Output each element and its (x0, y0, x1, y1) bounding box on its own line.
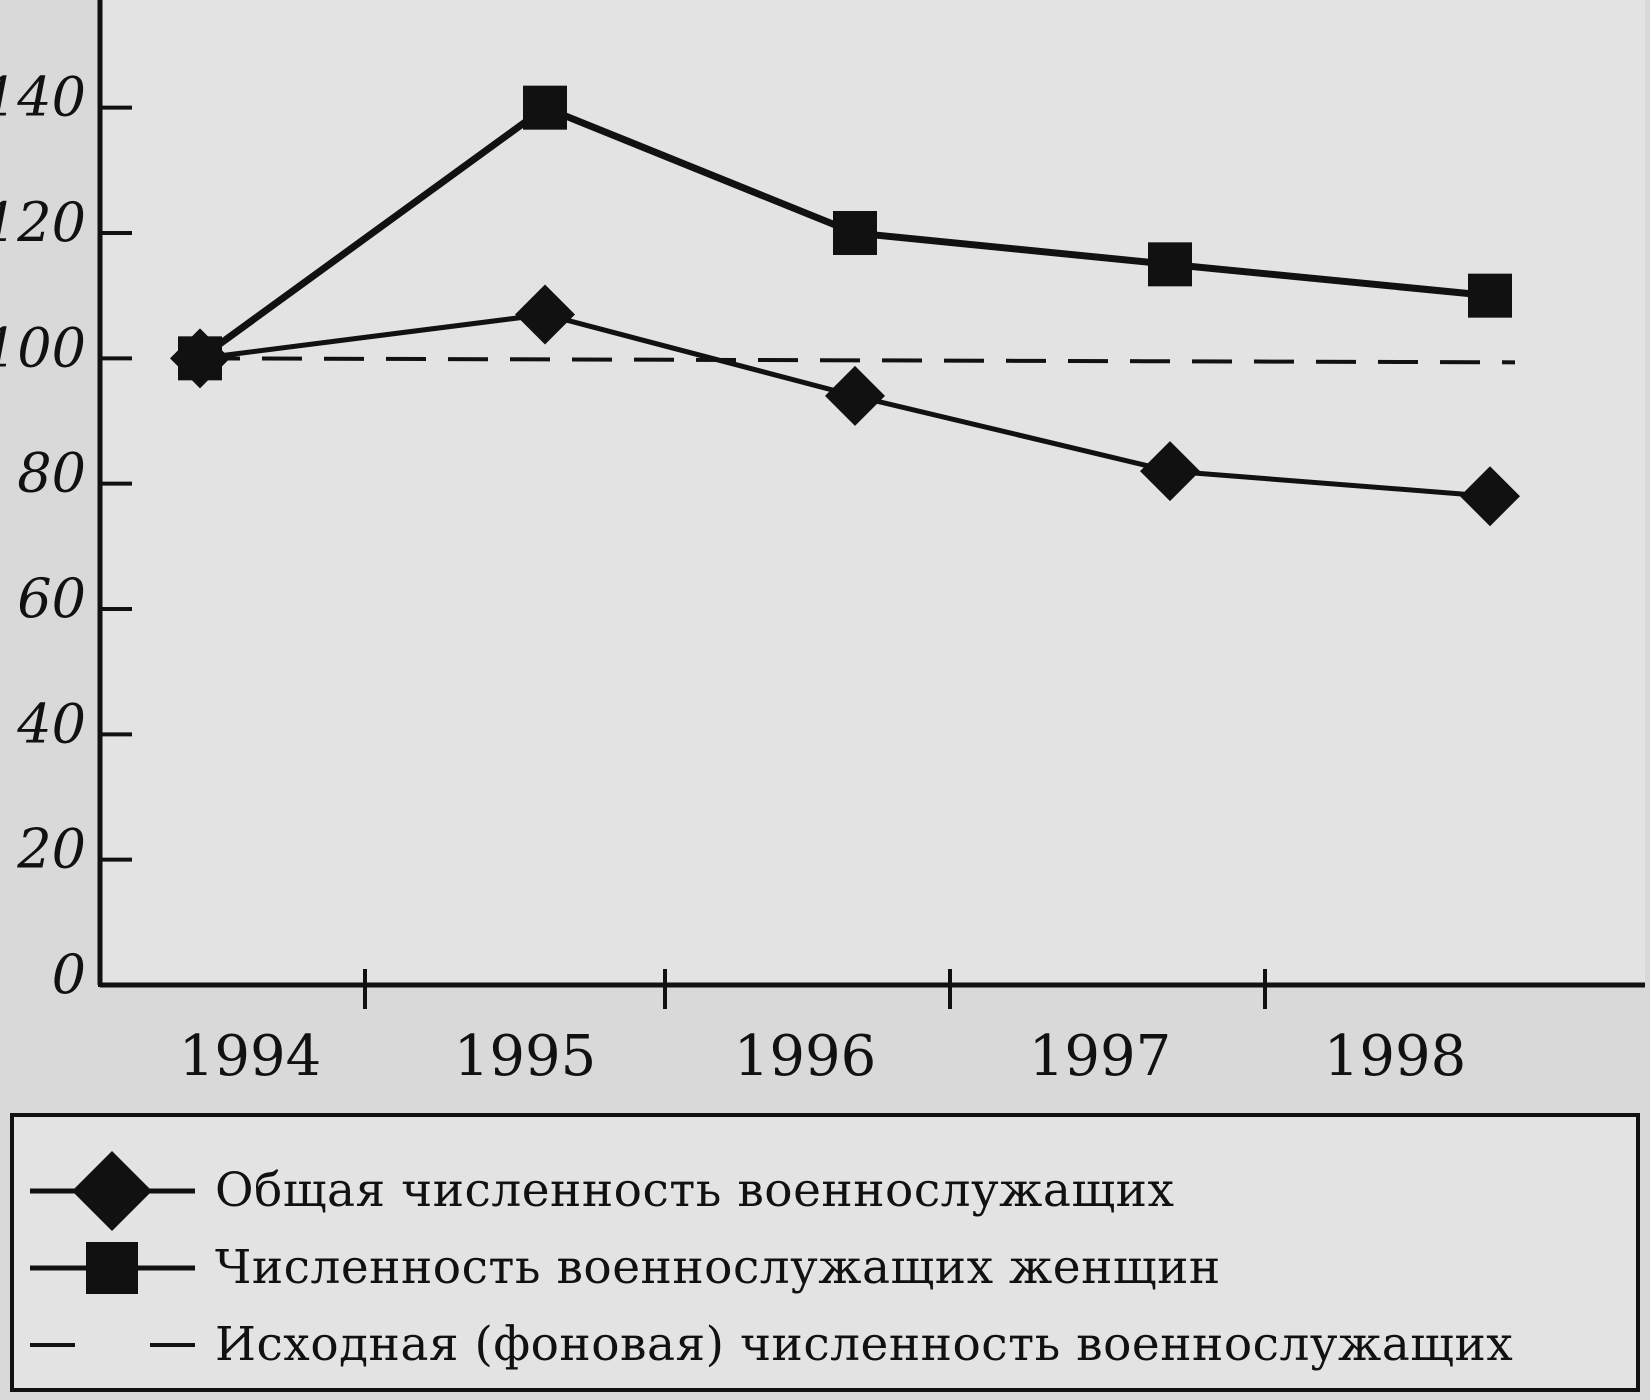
legend-box (10, 1113, 1640, 1392)
y-tick-label: 40 (16, 692, 86, 755)
x-tick-label: 1996 (734, 1024, 877, 1089)
x-tick-label: 1994 (179, 1024, 322, 1089)
point-square-marker (1148, 242, 1192, 287)
y-tick-label: 100 (0, 316, 86, 379)
point-square-marker (523, 85, 567, 130)
legend-label: Исходная (фоновая) численность военнослу… (215, 1317, 1513, 1372)
x-tick-label: 1997 (1029, 1024, 1172, 1089)
legend-square-marker (86, 1242, 138, 1294)
plot-area (100, 0, 1645, 985)
legend-diamond-marker (72, 1151, 152, 1231)
y-tick-label: 0 (52, 943, 86, 1006)
x-tick-label: 1998 (1324, 1024, 1467, 1089)
x-tick-label: 1995 (454, 1024, 597, 1089)
y-tick-label: 120 (0, 191, 86, 254)
y-tick-label: 80 (17, 442, 86, 505)
point-diamond-marker (1460, 466, 1520, 527)
y-tick-label: 140 (0, 66, 86, 129)
legend-label: Общая численность военнослужащих (215, 1163, 1174, 1218)
point-square-marker (1468, 273, 1512, 318)
y-tick-label: 20 (16, 818, 86, 881)
y-tick-label: 60 (17, 567, 86, 630)
point-diamond-marker (1140, 441, 1200, 502)
legend-label: Численность военнослужащих женщин (215, 1240, 1221, 1295)
point-square-marker (833, 211, 877, 255)
point-diamond-marker (825, 365, 885, 426)
series-baseline-line (199, 356, 1516, 365)
point-diamond-marker (515, 284, 575, 345)
